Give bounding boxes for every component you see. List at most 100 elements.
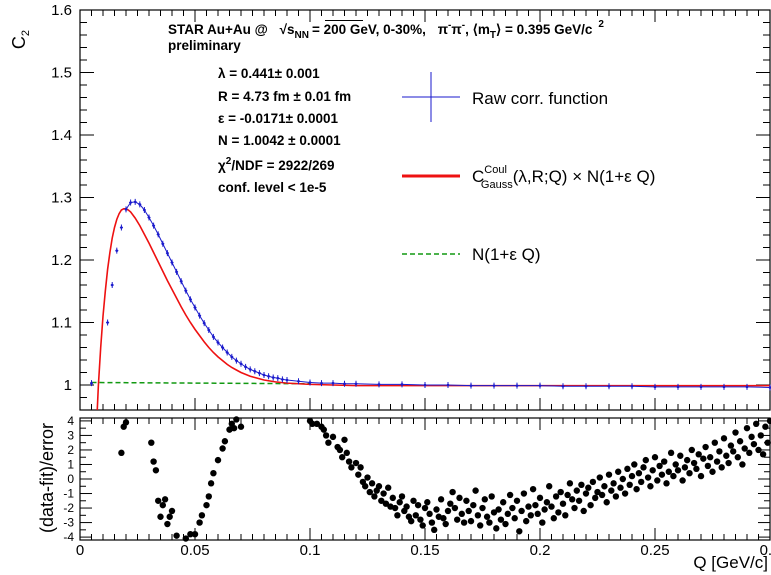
residual-point <box>155 497 162 504</box>
residual-point <box>198 512 206 519</box>
residual-point <box>490 509 498 516</box>
residual-point <box>394 512 401 519</box>
residual-point <box>690 459 698 467</box>
residual-point <box>378 497 385 504</box>
residual-point <box>702 443 709 451</box>
residual-point <box>598 491 606 499</box>
res-y-tick-label: 4 <box>67 414 74 428</box>
residual-point <box>546 483 553 490</box>
residual-point <box>723 452 730 459</box>
residual-point <box>219 445 226 452</box>
main-y-tick-label: 1.3 <box>51 190 72 207</box>
legend-raw-marker <box>402 72 460 122</box>
residual-point <box>398 493 406 500</box>
legend: Raw corr. function CCoul Gauss(λ,R;Q) × N… <box>402 72 655 264</box>
res-y-tick-label: 2 <box>67 443 74 457</box>
residual-point <box>403 503 410 510</box>
main-y-tick-labels: 1 1.1 1.2 1.3 1.4 1.5 1.6 <box>51 2 72 394</box>
residual-point <box>697 472 705 480</box>
residual-point <box>437 496 445 503</box>
residual-point <box>762 423 769 430</box>
residual-point <box>713 458 721 465</box>
x-tick-label: 0.15 <box>410 542 439 559</box>
main-frame <box>79 9 771 411</box>
x-tick-label: 0 <box>76 542 84 559</box>
residual-point <box>619 475 626 483</box>
residual-point <box>483 513 491 520</box>
residual-point <box>336 446 344 454</box>
residual-point <box>564 491 571 499</box>
residual-point <box>348 464 355 471</box>
residual-point <box>755 446 762 454</box>
residual-point <box>663 480 670 487</box>
residual-point <box>594 488 601 496</box>
residual-point <box>608 487 615 494</box>
residual-point <box>748 433 755 441</box>
residual-point <box>757 432 764 439</box>
residual-point <box>207 480 215 487</box>
residual-point <box>753 420 760 428</box>
residual-point <box>716 448 723 455</box>
param-conf: conf. level < 1e-5 <box>218 180 327 195</box>
residual-point <box>688 446 695 454</box>
residual-point <box>562 512 569 519</box>
x-tick-label: 0.25 <box>640 542 669 559</box>
baseline-series <box>91 381 311 385</box>
residual-point <box>486 519 493 526</box>
residual-point <box>451 504 459 512</box>
residual-point <box>534 510 541 518</box>
residual-point <box>695 451 702 458</box>
residual-point <box>196 519 203 526</box>
residual-point <box>173 532 180 539</box>
res-y-tick-label: -2 <box>63 501 74 515</box>
residual-point <box>764 439 771 446</box>
x-tick-label: 0.2 <box>530 542 551 559</box>
residual-point <box>343 449 350 457</box>
residual-point <box>237 423 245 430</box>
residual-series <box>118 416 771 542</box>
param-chi2: χ2/NDF = 2922/269 <box>218 156 335 173</box>
residual-point <box>592 494 599 502</box>
residual-point <box>166 513 173 520</box>
data-point <box>106 319 110 326</box>
residual-point <box>454 516 461 523</box>
residual-point <box>152 467 160 474</box>
legend-fit-label: CCoul Gauss(λ,R;Q) × N(1+ε Q) <box>472 164 655 191</box>
residual-point <box>447 500 454 507</box>
residual-point <box>647 483 654 490</box>
residual-point <box>479 504 486 512</box>
residual-point <box>442 520 449 528</box>
residual-point <box>362 483 369 490</box>
residual-point <box>313 420 321 428</box>
legend-baseline-label: N(1+ε Q) <box>472 245 541 264</box>
x-tick-label: 0.05 <box>180 542 209 559</box>
residual-point <box>366 488 373 496</box>
residual-point <box>382 500 390 507</box>
residual-point <box>746 449 753 457</box>
fit-series <box>96 207 770 411</box>
residual-point <box>555 509 562 516</box>
residual-point <box>674 467 682 474</box>
residual-point <box>529 485 537 493</box>
residual-point <box>164 520 171 528</box>
residual-point <box>150 458 157 465</box>
residual-point <box>704 462 712 470</box>
residual-point <box>408 517 415 525</box>
residual-frame <box>79 417 771 541</box>
residual-point <box>449 488 456 496</box>
residual-point <box>205 493 212 500</box>
residual-point <box>168 507 176 515</box>
residual-point <box>638 478 645 486</box>
residual-point <box>470 501 477 509</box>
residual-point <box>605 471 613 478</box>
main-y-tick-label: 1.4 <box>51 127 72 144</box>
main-y-axis-title: C2 <box>9 30 32 49</box>
residual-point <box>412 512 419 519</box>
residual-point <box>157 513 164 520</box>
sqrt-overline <box>325 20 363 21</box>
residual-point <box>419 522 426 529</box>
residual-point <box>672 461 679 468</box>
residual-point <box>571 504 578 512</box>
residual-point <box>566 480 574 487</box>
